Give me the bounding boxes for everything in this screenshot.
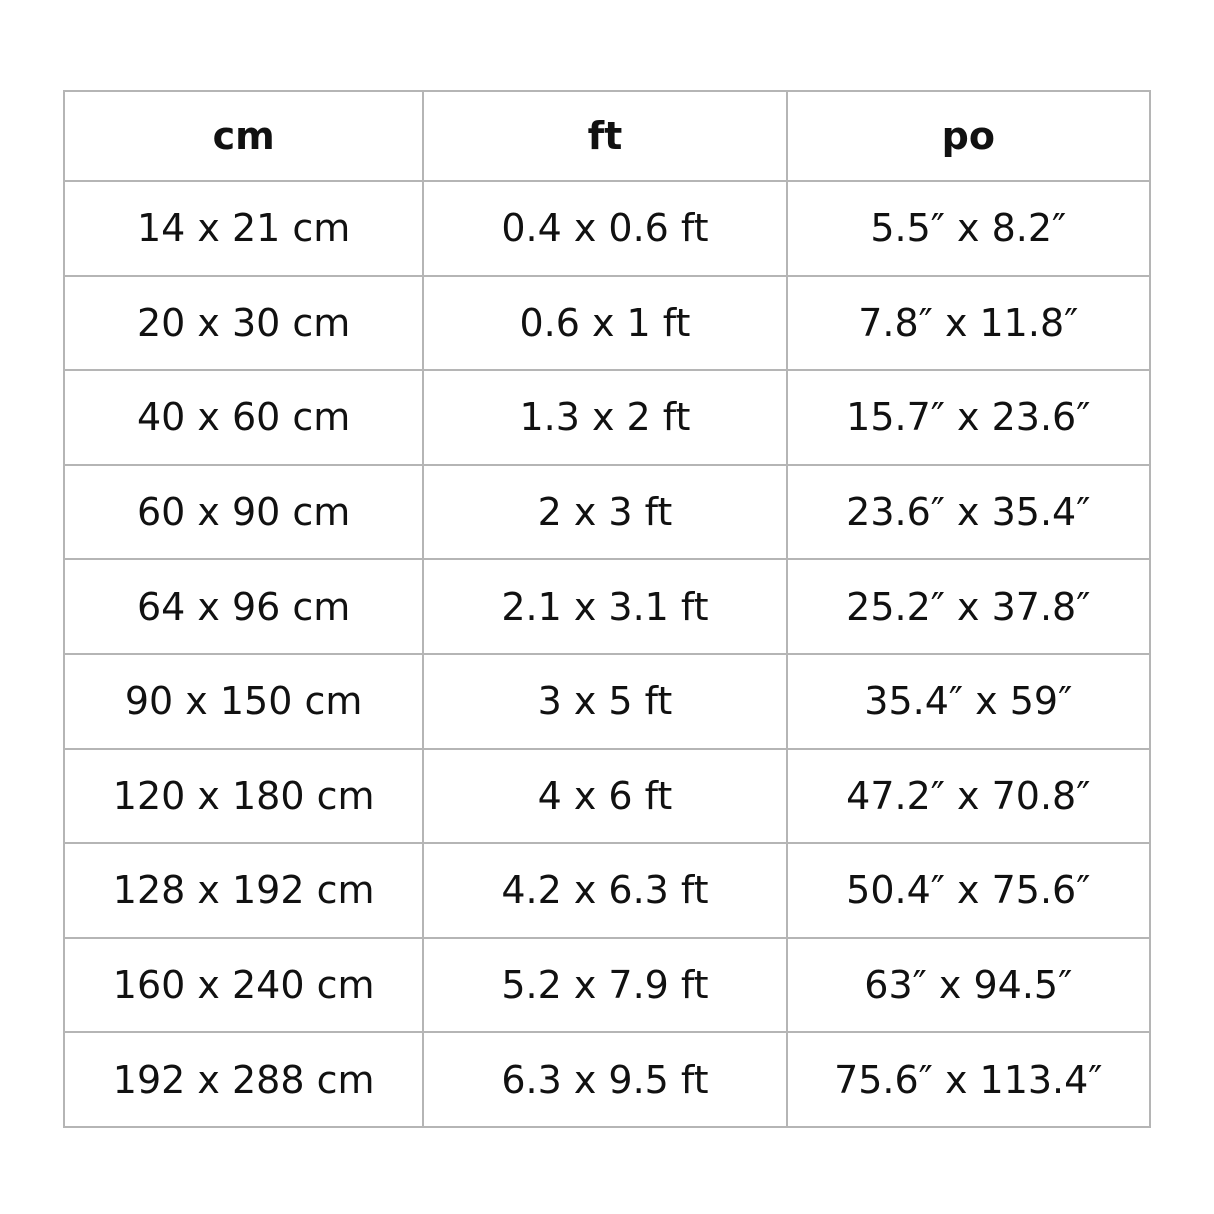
table-row: 90 x 150 cm 3 x 5 ft 35.4″ x 59″ — [62, 652, 1152, 750]
cell-cm: 40 x 60 cm — [62, 369, 425, 466]
table-row: 60 x 90 cm 2 x 3 ft 23.6″ x 35.4″ — [62, 463, 1152, 561]
cell-po: 47.2″ x 70.8″ — [785, 747, 1152, 845]
cell-po: 25.2″ x 37.8″ — [785, 558, 1152, 655]
table-row: 20 x 30 cm 0.6 x 1 ft 7.8″ x 11.8″ — [62, 274, 1152, 372]
cell-ft: 4.2 x 6.3 ft — [422, 842, 788, 939]
header-cm: cm — [62, 90, 425, 182]
table-row: 192 x 288 cm 6.3 x 9.5 ft 75.6″ x 113.4″ — [62, 1031, 1152, 1128]
cell-cm: 60 x 90 cm — [62, 463, 425, 561]
cell-ft: 4 x 6 ft — [422, 747, 788, 845]
header-po: po — [785, 90, 1152, 182]
cell-ft: 1.3 x 2 ft — [422, 369, 788, 466]
header-ft: ft — [422, 90, 788, 182]
cell-cm: 192 x 288 cm — [62, 1031, 425, 1128]
table-row: 14 x 21 cm 0.4 x 0.6 ft 5.5″ x 8.2″ — [62, 180, 1152, 277]
cell-po: 15.7″ x 23.6″ — [785, 369, 1152, 466]
cell-po: 35.4″ x 59″ — [785, 652, 1152, 750]
cell-po: 5.5″ x 8.2″ — [785, 180, 1152, 277]
cell-po: 75.6″ x 113.4″ — [785, 1031, 1152, 1128]
cell-ft: 0.4 x 0.6 ft — [422, 180, 788, 277]
table-row: 120 x 180 cm 4 x 6 ft 47.2″ x 70.8″ — [62, 747, 1152, 845]
table-row: 40 x 60 cm 1.3 x 2 ft 15.7″ x 23.6″ — [62, 369, 1152, 466]
cell-po: 63″ x 94.5″ — [785, 936, 1152, 1034]
cell-ft: 6.3 x 9.5 ft — [422, 1031, 788, 1128]
cell-cm: 14 x 21 cm — [62, 180, 425, 277]
table-row: 160 x 240 cm 5.2 x 7.9 ft 63″ x 94.5″ — [62, 936, 1152, 1034]
cell-po: 7.8″ x 11.8″ — [785, 274, 1152, 372]
cell-cm: 160 x 240 cm — [62, 936, 425, 1034]
cell-ft: 0.6 x 1 ft — [422, 274, 788, 372]
cell-cm: 90 x 150 cm — [62, 652, 425, 750]
cell-ft: 2 x 3 ft — [422, 463, 788, 561]
header-row: cm ft po — [62, 90, 1152, 182]
table-row: 64 x 96 cm 2.1 x 3.1 ft 25.2″ x 37.8″ — [62, 558, 1152, 655]
size-conversion-table: cm ft po 14 x 21 cm 0.4 x 0.6 ft 5.5″ x 8.… — [62, 90, 1152, 1128]
cell-cm: 120 x 180 cm — [62, 747, 425, 845]
cell-po: 23.6″ x 35.4″ — [785, 463, 1152, 561]
cell-ft: 3 x 5 ft — [422, 652, 788, 750]
cell-cm: 64 x 96 cm — [62, 558, 425, 655]
table-row: 128 x 192 cm 4.2 x 6.3 ft 50.4″ x 75.6″ — [62, 842, 1152, 939]
cell-cm: 20 x 30 cm — [62, 274, 425, 372]
cell-ft: 5.2 x 7.9 ft — [422, 936, 788, 1034]
cell-cm: 128 x 192 cm — [62, 842, 425, 939]
cell-po: 50.4″ x 75.6″ — [785, 842, 1152, 939]
cell-ft: 2.1 x 3.1 ft — [422, 558, 788, 655]
